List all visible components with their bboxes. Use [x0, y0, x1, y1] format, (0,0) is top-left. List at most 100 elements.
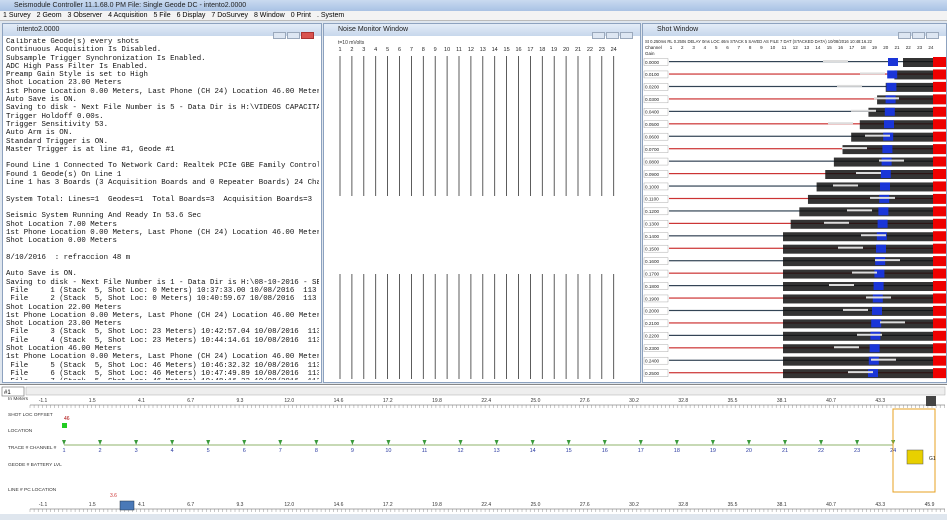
ruler-label: 1.5	[89, 398, 96, 404]
selector-box	[1, 386, 25, 397]
time-box	[643, 332, 669, 340]
trace-white	[842, 147, 867, 150]
channel-label: 19	[551, 47, 557, 53]
channel-label: 4	[704, 45, 707, 50]
geometry-plot: #1In Meters SHOT LOC OFFSET LOCATION TRACE …	[1, 386, 946, 512]
trace-band	[669, 135, 946, 137]
log-line: 1st Phone Location 0.00 Meters, Last Pho…	[6, 87, 319, 96]
channel-label: 22	[587, 47, 593, 53]
channel-label: 21	[575, 47, 581, 53]
geophone	[638, 440, 643, 445]
log-line: Standard Trigger is ON.	[6, 137, 109, 146]
menu-item[interactable]: 5 File	[153, 12, 171, 19]
channel-label: 23	[599, 47, 605, 53]
trace-red	[933, 69, 946, 80]
log-line: Shot Location 0.00 Meters	[6, 237, 117, 246]
trace-red	[933, 218, 946, 229]
ruler-label: 38.1	[777, 502, 787, 508]
trace-fill	[790, 219, 933, 229]
time-label: 0.2000	[645, 309, 659, 314]
time-label: 0.0900	[645, 172, 659, 177]
time-box	[643, 257, 669, 265]
trace-red	[933, 305, 946, 316]
log-line: Seismic System Running And Ready In 53.6…	[6, 212, 202, 221]
geophone	[783, 440, 787, 445]
channel-label: 12	[793, 45, 799, 50]
station-label: 8	[315, 448, 318, 454]
ruler-label: 6.7	[187, 398, 194, 404]
trace-red	[933, 206, 946, 217]
station-label: 21	[782, 448, 788, 454]
menu-item[interactable]: 8 Window	[253, 12, 285, 19]
geophone	[98, 440, 103, 445]
station-label: 23	[854, 448, 860, 454]
geophone	[530, 440, 535, 445]
menu-item[interactable]: 3 Observer	[67, 12, 103, 19]
channel-label: 21	[894, 45, 900, 50]
trace-red	[933, 368, 946, 379]
station-label: 11	[422, 448, 428, 454]
trace-white	[852, 271, 877, 274]
log-line: Found 1 Geode(s) On Line 1	[6, 170, 122, 179]
time-label: 0.0700	[645, 147, 659, 152]
trace-fill	[783, 356, 933, 366]
station-label: 13	[494, 448, 500, 454]
time-label: 0.2400	[645, 358, 659, 363]
menu-item[interactable]: 1 Survey	[3, 12, 31, 19]
menu-item[interactable]: 2 Geom	[36, 12, 62, 19]
row-label: In Meters	[8, 396, 29, 402]
trace-blue	[884, 107, 895, 116]
menu-item[interactable]: 4 Acquisition	[108, 12, 148, 19]
station-label: 20	[746, 448, 752, 454]
log-line: 1st Phone Location 0.00 Meters, Last Pho…	[6, 353, 319, 362]
window-buttons[interactable]	[272, 26, 318, 39]
log-line: Saving to disk - Next File Number is 5 -…	[6, 104, 319, 113]
ruler-label: 14.6	[334, 398, 344, 404]
trace-white	[857, 333, 882, 336]
time-box	[643, 356, 669, 365]
time-label: 0.2100	[645, 321, 659, 326]
menu-item[interactable]: . System	[316, 12, 345, 19]
trace-blue	[886, 82, 897, 91]
shot-header: St 0.250ms RL 0.250s DELAY 0ms LOC 46m S…	[645, 39, 873, 44]
geophone	[710, 440, 715, 445]
trace-white	[880, 321, 905, 324]
geophone	[242, 440, 247, 445]
channel-label: 16	[838, 45, 844, 50]
log-line: Auto Save is ON.	[6, 96, 77, 105]
channel-label: 13	[480, 47, 486, 53]
time-box	[643, 83, 669, 91]
trace-white	[824, 221, 849, 224]
log-line: Subsample Trigger Synchronization Is Ena…	[6, 54, 206, 63]
window-buttons[interactable]	[591, 26, 637, 39]
station-label: 17	[638, 448, 644, 454]
menu-item[interactable]: 7 DoSurvey	[211, 12, 248, 19]
station-label: 14	[530, 448, 536, 454]
geophone	[819, 440, 824, 445]
log-block: Seismic System Running And Ready In 53.6…	[6, 212, 319, 245]
trace-red	[933, 355, 946, 366]
geometry-panel: #1 In Meters SHOT LOC OFFSET LOCATION TRACE …	[0, 384, 947, 514]
scrollbar	[25, 386, 946, 396]
channel-label: 2	[681, 45, 684, 50]
ruler-label: 32.8	[678, 502, 688, 508]
time-label: 0.2300	[645, 346, 659, 351]
channel-label: 5	[715, 45, 718, 50]
log-block: Calibrate Geode(s) every shots Continuous…	[6, 38, 319, 154]
window-buttons[interactable]	[897, 26, 943, 39]
menu-item[interactable]: 6 Display	[176, 12, 206, 19]
time-label: 0.1100	[645, 197, 659, 202]
log-block: 8/10/2016 : refraccion 48 m	[6, 254, 319, 262]
time-box	[643, 344, 669, 352]
station-label: 15	[566, 448, 572, 454]
channel-label: 1	[338, 47, 341, 53]
trace-band	[669, 160, 946, 162]
channel-label: 15	[827, 45, 833, 50]
channel-label: 18	[861, 45, 867, 50]
time-box	[643, 182, 669, 191]
channel-label: 18	[539, 47, 545, 53]
channel-label: 20	[563, 47, 569, 53]
ruler-label: 12.0	[284, 398, 294, 404]
menu-item[interactable]: 0 Print	[290, 12, 311, 19]
trace-red	[933, 169, 946, 180]
